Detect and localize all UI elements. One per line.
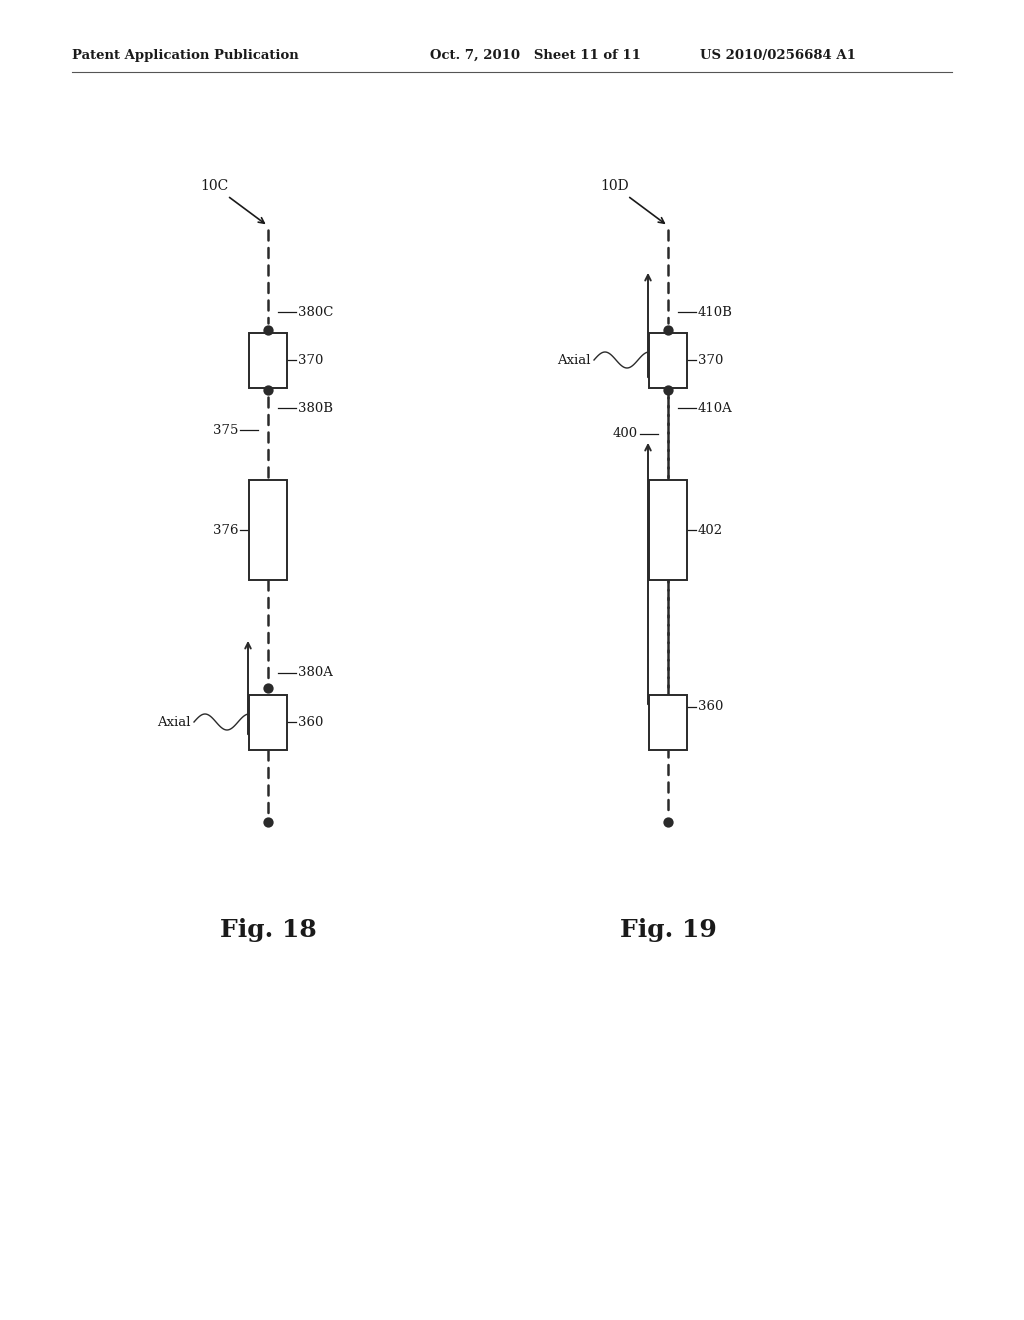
Point xyxy=(260,319,276,341)
Point xyxy=(659,319,676,341)
Text: US 2010/0256684 A1: US 2010/0256684 A1 xyxy=(700,49,856,62)
Bar xyxy=(649,480,687,579)
Point xyxy=(659,379,676,400)
Text: 370: 370 xyxy=(698,354,723,367)
Text: Axial: Axial xyxy=(557,354,591,367)
Text: 400: 400 xyxy=(613,428,638,441)
Text: 360: 360 xyxy=(298,715,324,729)
Bar xyxy=(249,694,287,750)
Text: 360: 360 xyxy=(698,701,723,714)
Text: 410A: 410A xyxy=(698,401,733,414)
Text: 370: 370 xyxy=(298,354,324,367)
Bar xyxy=(649,333,687,388)
Text: 10C: 10C xyxy=(200,180,264,223)
Text: Fig. 19: Fig. 19 xyxy=(620,917,717,942)
Text: 375: 375 xyxy=(213,424,238,437)
Point xyxy=(260,812,276,833)
Text: 380C: 380C xyxy=(298,305,334,318)
Text: 376: 376 xyxy=(213,524,238,536)
Text: Axial: Axial xyxy=(158,715,191,729)
Bar xyxy=(649,694,687,750)
Text: Fig. 18: Fig. 18 xyxy=(219,917,316,942)
Text: 10D: 10D xyxy=(600,180,665,223)
Point xyxy=(260,379,276,400)
Bar xyxy=(249,333,287,388)
Text: 380A: 380A xyxy=(298,667,333,680)
Text: Patent Application Publication: Patent Application Publication xyxy=(72,49,299,62)
Text: Oct. 7, 2010   Sheet 11 of 11: Oct. 7, 2010 Sheet 11 of 11 xyxy=(430,49,641,62)
Text: 410B: 410B xyxy=(698,305,733,318)
Point xyxy=(260,677,276,698)
Point xyxy=(659,812,676,833)
Bar xyxy=(249,480,287,579)
Text: 380B: 380B xyxy=(298,401,333,414)
Text: 402: 402 xyxy=(698,524,723,536)
